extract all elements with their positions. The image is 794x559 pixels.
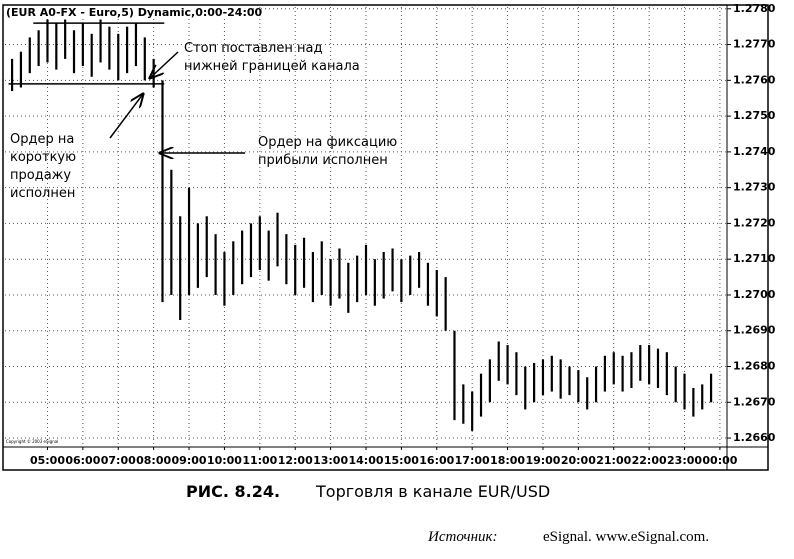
- y-tick-label: 1.2760: [733, 73, 776, 86]
- y-tick-label: 1.2720: [733, 216, 776, 229]
- y-tick-label: 1.2680: [733, 360, 776, 373]
- y-tick-label: 1.2700: [733, 288, 776, 301]
- annotation-line: нижней границей канала: [184, 59, 360, 74]
- x-tick-label: 07:00: [101, 454, 136, 467]
- grid: [5, 7, 727, 447]
- x-tick-label: 17:00: [455, 454, 490, 467]
- caption-text: Торговля в канале EUR/USD: [315, 482, 550, 501]
- annotation-line: продажу: [10, 168, 71, 183]
- y-tick-label: 1.2750: [733, 109, 776, 122]
- annotation-line: Ордер на: [10, 132, 74, 147]
- x-tick-label: 18:00: [490, 454, 525, 467]
- x-tick-label: 15:00: [384, 454, 419, 467]
- annotation: Ордер на короткую продажу исполнен: [10, 132, 76, 201]
- y-tick-label: 1.2670: [733, 395, 776, 408]
- y-tick-label: 1.2710: [733, 252, 776, 265]
- arrow: [109, 94, 143, 139]
- bars: [8, 19, 713, 431]
- x-tick-label: 10:00: [207, 454, 242, 467]
- x-tick-label: 05:00: [30, 454, 65, 467]
- copyright: Copyright © 2003 eSignal: [6, 439, 58, 444]
- y-tick-label: 1.2730: [733, 181, 776, 194]
- title-bg: [4, 6, 252, 19]
- caption-number: РИС. 8.24.: [186, 482, 280, 501]
- source-text: eSignal. www.eSignal.com.: [543, 529, 709, 545]
- x-tick-label: 12:00: [278, 454, 313, 467]
- x-tick-label: 06:00: [65, 454, 100, 467]
- x-tick-label: 20:00: [561, 454, 596, 467]
- annotation-line: прибыли исполнен: [258, 153, 388, 168]
- x-tick-label: 08:00: [136, 454, 171, 467]
- annotation-line: Стоп поставлен над: [184, 41, 322, 56]
- x-tick-label: 09:00: [172, 454, 207, 467]
- y-tick-label: 1.2740: [733, 145, 776, 158]
- annotation-line: короткую: [10, 150, 76, 165]
- x-tick-label: 11:00: [242, 454, 277, 467]
- x-tick-label: 13:00: [313, 454, 348, 467]
- source-label: Источник:: [427, 529, 498, 545]
- annotation-line: Ордер на фиксацию: [258, 135, 397, 150]
- annotation: Стоп поставлен над нижней границей канала: [184, 41, 360, 74]
- y-tick-label: 1.2660: [733, 431, 776, 444]
- x-tick-label: 14:00: [348, 454, 383, 467]
- y-tick-label: 1.2690: [733, 324, 776, 337]
- annotation-line: исполнен: [10, 186, 75, 201]
- x-tick-label: 23:00: [667, 454, 702, 467]
- x-tick-label: 19:00: [525, 454, 560, 467]
- x-tick-label: 16:00: [419, 454, 454, 467]
- chart-title: (EUR A0-FX - Euro,5) Dynamic,0:00-24:00: [6, 6, 263, 19]
- y-tick-label: 1.2770: [733, 38, 776, 51]
- x-tick-label: 21:00: [596, 454, 631, 467]
- x-tick-label: 00:00: [702, 454, 737, 467]
- annotation: Ордер на фиксацию прибыли исполнен: [258, 135, 397, 168]
- arrow: [150, 51, 179, 78]
- frame: [2, 4, 769, 471]
- x-tick-label: 22:00: [632, 454, 667, 467]
- y-tick-label: 1.2780: [733, 2, 776, 15]
